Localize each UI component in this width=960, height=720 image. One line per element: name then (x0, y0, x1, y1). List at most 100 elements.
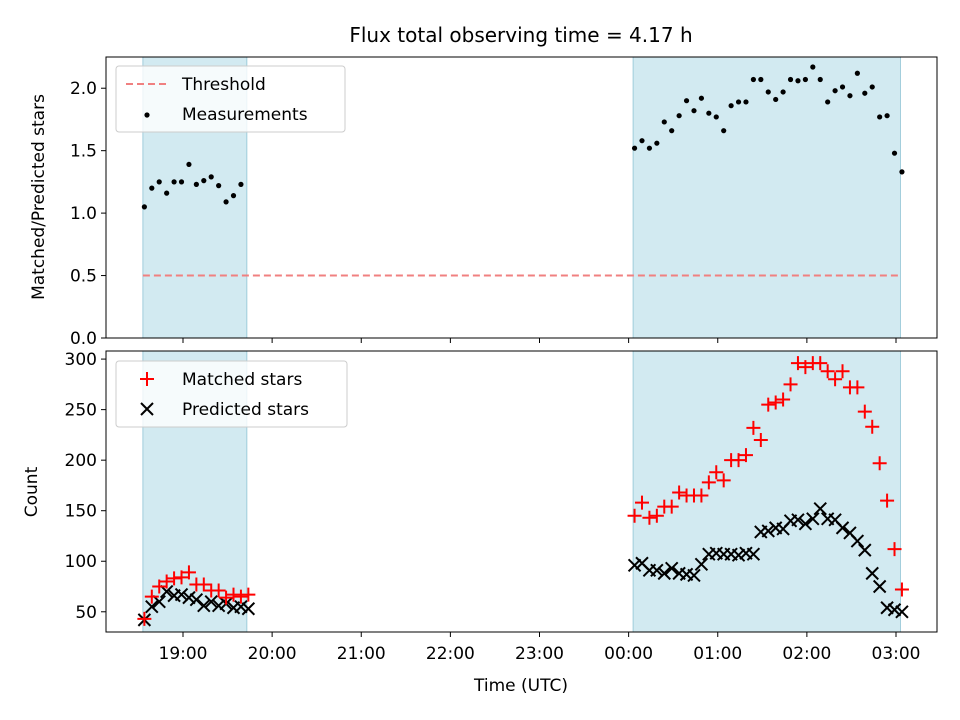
measurement-point (164, 190, 170, 196)
measurement-point (223, 199, 229, 205)
measurement-point (193, 181, 199, 187)
measurement-point (743, 99, 749, 105)
legend-predicted-marker (140, 402, 154, 416)
top-y-tick-label: 1.0 (70, 204, 97, 224)
predicted-star-point (145, 600, 159, 614)
measurement-point (810, 64, 816, 70)
bottom-y-ticks: 50 100 150 200 250 300 (65, 350, 106, 623)
matched-star-point (219, 590, 234, 605)
measurement-point (765, 89, 771, 95)
bottom-y-tick-label: 100 (65, 552, 97, 572)
x-tick-label: 22:00 (426, 644, 475, 664)
measurement-point (201, 178, 207, 184)
measurement-point (899, 169, 905, 175)
measurement-point (891, 150, 898, 156)
matched-star-point (174, 570, 189, 585)
x-tick-label: 23:00 (515, 644, 564, 664)
matched-star-point (738, 448, 753, 463)
top-shaded-interval (632, 56, 901, 339)
matched-star-point (634, 495, 649, 510)
matched-star-point (865, 419, 880, 434)
predicted-star-point (887, 603, 902, 617)
x-tick-label: 00:00 (604, 644, 653, 664)
measurement-point (631, 145, 638, 151)
bottom-y-tick-label: 250 (65, 401, 97, 421)
predicted-star-point (798, 517, 813, 531)
measurement-point (721, 128, 727, 134)
matched-star-point (701, 475, 716, 490)
measurement-point (141, 204, 147, 210)
measurement-points (141, 64, 905, 210)
measurement-point (839, 84, 846, 90)
measurement-point (735, 99, 742, 105)
predicted-star-point (159, 584, 174, 599)
matched-star-point (709, 465, 724, 480)
measurement-point (683, 98, 690, 104)
measurement-point (706, 110, 712, 116)
matched-star-point (783, 377, 798, 392)
matched-star-point (664, 499, 679, 514)
matched-star-point (716, 473, 731, 488)
matched-star-point (159, 574, 174, 589)
measurement-point (832, 88, 838, 94)
measurement-point (854, 70, 860, 76)
predicted-star-point (211, 599, 226, 613)
measurement-point (669, 128, 675, 134)
measurement-point (208, 174, 214, 180)
predicted-star-point (174, 587, 189, 602)
measurement-point (713, 114, 719, 120)
measurement-point (156, 179, 162, 185)
predicted-star-point (880, 601, 894, 615)
matched-star-point (152, 579, 167, 594)
matched-star-point (880, 493, 895, 508)
x-tick-label: 03:00 (872, 644, 921, 664)
matched-star-point (627, 508, 642, 523)
measurement-point (825, 99, 831, 105)
bottom-y-tick-label: 50 (75, 603, 97, 623)
measurement-point (654, 140, 660, 146)
measurement-point (216, 183, 222, 189)
x-tick-label: 21:00 (337, 644, 386, 664)
matched-star-point (241, 587, 256, 602)
top-y-tick-label: 0.5 (70, 267, 97, 287)
measurement-point (750, 76, 757, 83)
predicted-star-point (687, 568, 701, 583)
x-tick-label: 02:00 (782, 644, 831, 664)
matched-star-point (642, 510, 657, 525)
matched-star-point (872, 456, 887, 471)
matched-star-point (820, 364, 835, 379)
predicted-star-point (234, 600, 248, 614)
matched-star-point (181, 565, 196, 580)
measurement-point (869, 84, 875, 90)
matched-star-point (196, 577, 211, 592)
predicted-star-point (694, 557, 709, 571)
matched-star-point (753, 432, 768, 447)
measurement-point (862, 90, 868, 96)
x-tick-label: 20:00 (248, 644, 297, 664)
legend-predicted-label: Predicted stars (182, 400, 309, 420)
predicted-star-point (761, 524, 775, 538)
measurement-point (787, 76, 794, 83)
measurement-point (646, 145, 653, 151)
predicted-star-point (650, 563, 664, 578)
predicted-star-point (152, 594, 166, 609)
measurement-point (230, 193, 237, 199)
top-axes-frame (105, 56, 938, 339)
predicted-star-point (182, 590, 196, 605)
matched-star-point (828, 372, 843, 387)
measurement-point (661, 119, 667, 125)
legend-measurement-label: Measurements (182, 105, 308, 125)
matched-star-point (694, 488, 709, 503)
measurement-point (238, 181, 244, 187)
predicted-star-point (895, 605, 909, 619)
predicted-star-point (872, 579, 887, 594)
bottom-y-tick-label: 150 (65, 502, 97, 522)
matched-star-point (894, 582, 909, 597)
matched-star-point (233, 589, 248, 604)
predicted-star-point (204, 594, 218, 609)
matched-star-point (798, 360, 813, 375)
measurement-point (728, 103, 734, 109)
matched-star-point (167, 571, 182, 586)
matched-star-point (887, 542, 902, 557)
measurement-point (780, 89, 786, 95)
